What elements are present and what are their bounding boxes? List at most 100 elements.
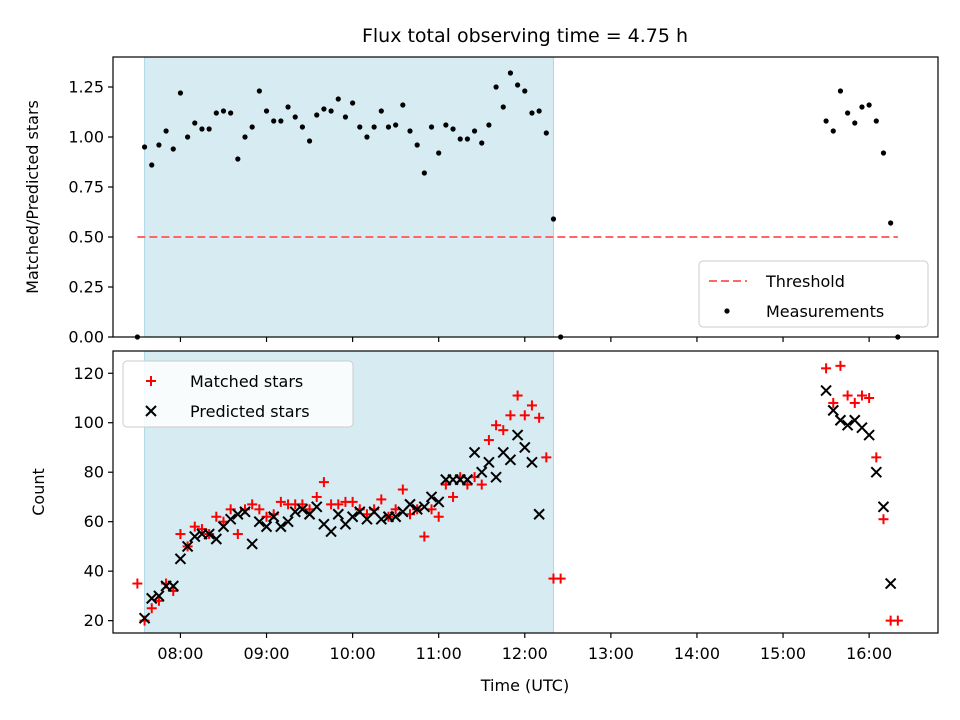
measurement-point <box>859 104 865 110</box>
measurement-point <box>436 150 442 156</box>
measurement-point <box>242 134 248 140</box>
measurement-point <box>550 216 557 222</box>
x-tick-label: 10:00 <box>330 644 376 663</box>
matched-point <box>505 410 516 421</box>
y-tick-label: 0.75 <box>68 178 104 197</box>
matched-point <box>871 452 882 463</box>
predicted-point <box>418 501 431 513</box>
predicted-point-b <box>884 577 897 590</box>
predicted-point <box>246 538 258 550</box>
predicted-point <box>841 419 854 431</box>
measurement-point <box>156 142 162 148</box>
measurement-point <box>888 220 894 226</box>
measurement-point <box>292 114 298 120</box>
predicted-point <box>511 429 524 441</box>
predicted-point <box>311 501 323 513</box>
matched-point <box>483 435 494 446</box>
measurement-point <box>464 136 470 142</box>
predicted-point-b <box>849 414 861 426</box>
predicted-point-b <box>841 419 854 431</box>
predicted-point <box>504 454 517 466</box>
predicted-point-b <box>153 590 165 602</box>
matched-point <box>347 496 358 507</box>
y-tick-label: 0.25 <box>68 278 104 297</box>
y-ticks-top: 0.00 0.25 0.50 0.75 1.00 1.25 <box>68 78 113 347</box>
legend-label: Matched stars <box>190 372 303 391</box>
figure-title: Flux total observing time = 4.75 h <box>362 25 688 47</box>
matched-point <box>828 397 839 408</box>
predicted-point-b <box>870 466 883 478</box>
predicted-point-b <box>863 429 875 441</box>
matched-point <box>878 514 889 525</box>
predicted-point-b <box>432 496 445 508</box>
predicted-point <box>253 515 266 528</box>
observing-window-shade <box>144 56 554 338</box>
predicted-point <box>461 473 474 486</box>
x-tick-label: 09:00 <box>243 644 289 663</box>
measurement-point <box>479 140 485 146</box>
measurement-point <box>529 110 535 116</box>
measurement-point <box>192 120 198 126</box>
shaded-interval <box>144 56 554 338</box>
predicted-point-b <box>389 511 402 523</box>
predicted-point-b <box>375 513 388 525</box>
predicted-point-b <box>834 414 847 426</box>
matched-point <box>333 499 344 510</box>
predicted-point-b <box>476 466 488 478</box>
x-ticks-top <box>179 337 870 342</box>
measurement-point <box>522 88 528 94</box>
measurement-point <box>428 124 435 130</box>
measurement-point <box>271 118 277 124</box>
measurement-point <box>328 108 334 114</box>
predicted-point <box>389 511 402 523</box>
measurement-point <box>852 120 858 126</box>
legend-label: Threshold <box>765 272 845 291</box>
measurement-point <box>141 144 148 150</box>
measurement-point <box>866 102 872 108</box>
count-points <box>132 360 903 626</box>
measurement-point <box>199 126 205 132</box>
predicted-point-b <box>146 592 158 605</box>
legend-bottom: Matched stars Predicted stars <box>122 360 354 428</box>
count-panel: 20 40 60 80 100 120 08:00 09:00 10:00 11:00 12:00… <box>29 350 939 695</box>
x-ticks-bottom: 08:00 09:00 10:00 11:00 12:00 13:00 14:00 15:00… <box>157 633 892 663</box>
predicted-point-b <box>346 511 359 523</box>
measurement-point <box>149 162 155 168</box>
predicted-point <box>332 508 344 520</box>
predicted-point <box>167 580 179 592</box>
predicted-point-b <box>519 441 531 454</box>
legend-box <box>122 360 354 428</box>
matched-point <box>175 529 186 540</box>
measurement-point <box>357 124 363 130</box>
measurement-point <box>486 122 492 128</box>
predicted-point <box>153 590 165 602</box>
predicted-point-b <box>856 421 868 434</box>
x-tick-label: 14:00 <box>674 644 720 663</box>
y-tick-label: 40 <box>84 562 104 581</box>
predicted-point <box>346 511 359 523</box>
predicted-point-b <box>210 533 223 545</box>
predicted-point-b <box>411 503 423 516</box>
y-tick-label: 80 <box>84 463 104 482</box>
measurement-point <box>378 108 384 114</box>
matched-point <box>821 363 832 374</box>
predicted-point-b <box>332 508 344 520</box>
measurement-point <box>493 84 499 90</box>
predicted-point-b <box>253 515 266 528</box>
legend-top: Threshold Measurements <box>698 260 929 328</box>
predicted-point-b <box>483 456 495 469</box>
predicted-point <box>282 515 294 528</box>
measurement-point <box>278 118 284 124</box>
predicted-point <box>296 503 309 516</box>
measurement-point <box>873 118 879 124</box>
predicted-point-b <box>468 446 481 459</box>
predicted-point <box>146 592 158 605</box>
predicted-point <box>289 506 301 518</box>
measurement-point <box>515 82 521 88</box>
predicted-point-b <box>289 506 301 518</box>
predicted-point-b <box>167 580 179 592</box>
x-tick-label: 12:00 <box>502 644 548 663</box>
axes-frame-top <box>112 56 939 338</box>
matched-point <box>376 494 387 505</box>
predicted-point <box>827 404 839 417</box>
